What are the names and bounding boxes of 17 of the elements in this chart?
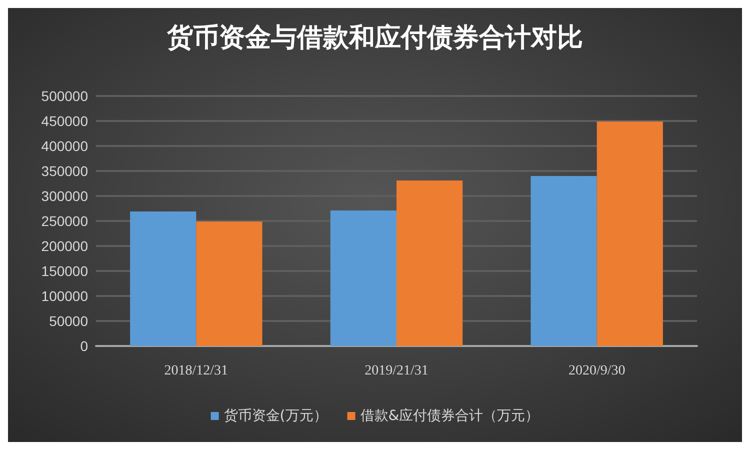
legend-label: 货币资金(万元） bbox=[224, 408, 328, 424]
y-tick-label: 200000 bbox=[41, 238, 88, 254]
x-tick-label: 2020/9/30 bbox=[568, 364, 626, 378]
y-tick-label: 100000 bbox=[41, 288, 88, 304]
y-tick-label: 400000 bbox=[41, 138, 88, 154]
chart-title: 货币资金与借款和应付债券合计对比 bbox=[166, 23, 583, 53]
y-tick-label: 500000 bbox=[41, 88, 88, 104]
y-tick-label: 150000 bbox=[41, 263, 88, 279]
y-tick-label: 450000 bbox=[41, 113, 88, 129]
y-tick-label: 350000 bbox=[41, 163, 88, 179]
x-tick-label: 2019/21/31 bbox=[364, 364, 428, 378]
legend-label: 借款&应付债券合计（万元） bbox=[360, 408, 540, 424]
y-tick-label: 0 bbox=[80, 338, 88, 354]
x-tick-label: 2018/12/31 bbox=[164, 364, 228, 378]
y-tick-label: 50000 bbox=[49, 313, 88, 329]
y-tick-label: 300000 bbox=[41, 188, 88, 204]
y-tick-label: 250000 bbox=[41, 213, 88, 229]
